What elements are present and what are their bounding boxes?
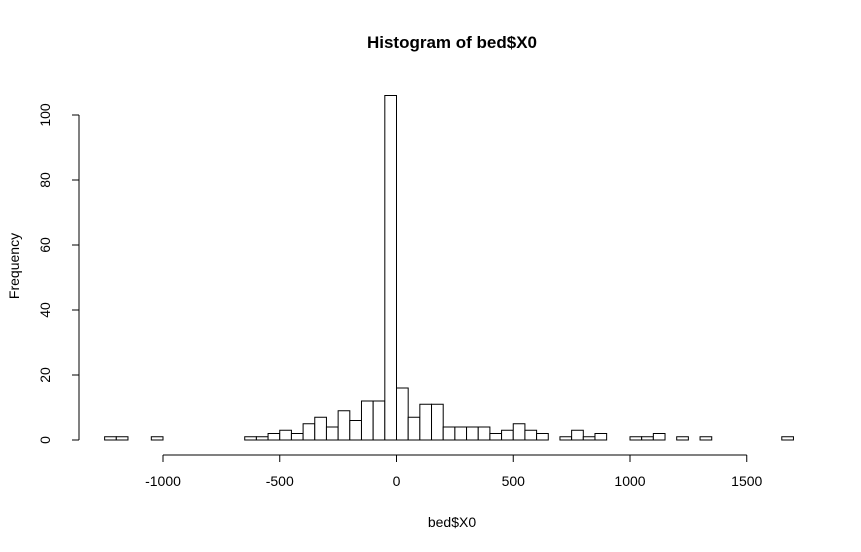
histogram-bar: [477, 426, 491, 441]
histogram-bar: [652, 433, 666, 441]
histogram-bar: [442, 426, 456, 441]
x-tick-label: 1000: [614, 473, 645, 489]
histogram-bar: [372, 400, 386, 441]
histogram-bar: [104, 436, 117, 441]
y-tick-label: 40: [37, 302, 53, 318]
histogram-bar: [279, 429, 292, 441]
histogram-bar: [536, 433, 549, 441]
histogram-bar: [571, 429, 584, 441]
histogram-bar: [431, 403, 444, 441]
histogram-bar: [360, 400, 374, 441]
histogram-bar: [314, 416, 327, 441]
histogram-bar: [466, 426, 479, 441]
y-tick-label: 100: [37, 103, 53, 127]
histogram-bar: [407, 416, 421, 441]
histogram-bar: [781, 436, 794, 441]
histogram-bar: [337, 410, 351, 441]
histogram-bar: [419, 403, 433, 441]
y-tick-label: 80: [37, 172, 53, 188]
x-axis: -1000 -500 0 500 1000 1500: [145, 454, 763, 489]
histogram-bar: [501, 429, 514, 441]
histogram-bar: [676, 436, 689, 441]
histogram-bar: [559, 436, 573, 441]
histogram-bar: [594, 433, 608, 441]
histogram-bar: [699, 436, 713, 441]
histogram-bar: [244, 436, 257, 441]
histogram-bar: [115, 436, 129, 441]
histogram-bar: [384, 95, 398, 441]
histogram-bar: [629, 436, 643, 441]
histogram-bar: [290, 433, 304, 441]
histogram-bar: [302, 423, 316, 441]
y-tick-label: 60: [37, 237, 53, 253]
x-axis-label: bed$X0: [428, 514, 476, 530]
histogram-bar: [454, 426, 468, 441]
chart-title: Histogram of bed$X0: [367, 33, 537, 52]
histogram-bar: [524, 429, 538, 441]
histogram-bar: [150, 436, 164, 441]
histogram-bar: [582, 436, 596, 441]
histogram-bar: [489, 433, 503, 441]
y-axis-label: Frequency: [6, 233, 22, 299]
y-tick-label: 0: [37, 436, 53, 444]
histogram-bar: [349, 420, 362, 441]
x-tick-label: 0: [393, 473, 401, 489]
histogram-bars: [104, 95, 794, 441]
x-tick-label: 500: [502, 473, 526, 489]
x-tick-label: 1500: [731, 473, 762, 489]
histogram-bar: [267, 433, 281, 441]
histogram-bar: [325, 426, 339, 441]
histogram-bar: [641, 436, 654, 441]
histogram-bar: [512, 423, 526, 441]
histogram-bar: [255, 436, 269, 441]
x-tick-label: -500: [266, 473, 294, 489]
x-tick-label: -1000: [145, 473, 181, 489]
y-tick-label: 20: [37, 367, 53, 383]
histogram-bar: [396, 387, 409, 441]
y-axis: 0 20 40 60 80 100: [37, 103, 80, 444]
